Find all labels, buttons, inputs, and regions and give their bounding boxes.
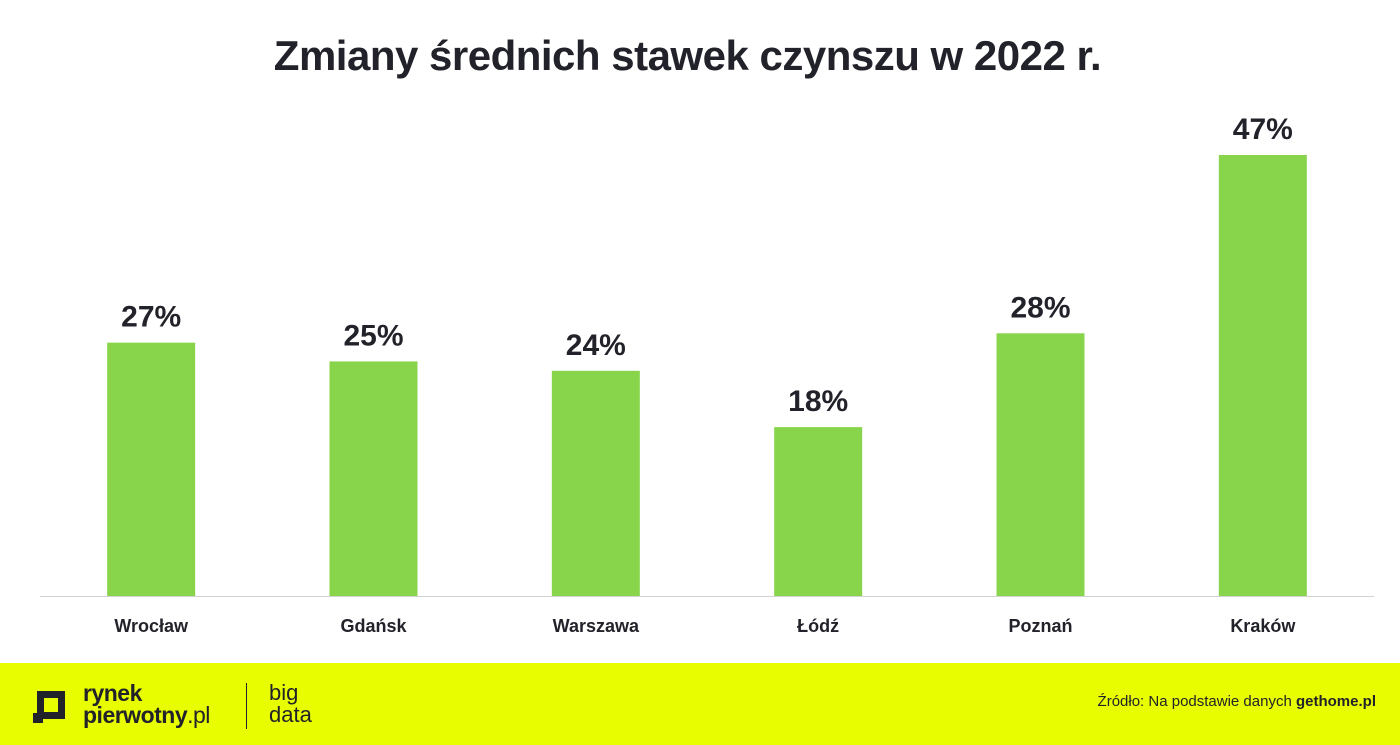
x-tick-label: Gdańsk (340, 616, 407, 636)
bar (107, 342, 196, 596)
logo-line1: rynek (83, 680, 142, 706)
data-label: 47% (1233, 113, 1293, 146)
data-label: 27% (121, 301, 181, 334)
x-tick-label: Wrocław (114, 616, 189, 636)
bar-chart: 27% Wrocław 25% Gdańsk 24% Warszawa 18% Łódź 28%… (40, 113, 1374, 636)
source-brand[interactable]: gethome.pl (1295, 693, 1376, 710)
rynek-pierwotny-logo[interactable]: rynek pierwotny.pl big data (33, 680, 333, 729)
bar (329, 361, 418, 596)
bar (551, 370, 640, 596)
data-label: 25% (343, 319, 403, 352)
data-label: 18% (788, 385, 848, 418)
x-tick-label: Kraków (1230, 616, 1296, 636)
bar (1218, 155, 1307, 596)
x-tick-label: Warszawa (553, 616, 640, 636)
logo-bigdata: big data (269, 682, 312, 726)
bar (774, 427, 863, 596)
logo-line2-suffix: .pl (187, 702, 210, 728)
data-label: 24% (566, 329, 626, 362)
footer-bar: rynek pierwotny.pl big data Źródło: Na p… (0, 663, 1400, 745)
logo-sub-line2: data (269, 702, 312, 727)
logo-sub-line1: big (269, 680, 299, 705)
source-prefix: Źródło: Na podstawie danych (1097, 693, 1296, 710)
logo-line2-main: pierwotny (83, 702, 188, 728)
logo-divider (246, 683, 247, 729)
source-note: Źródło: Na podstawie danych gethome.pl (1098, 693, 1376, 710)
data-label: 28% (1010, 291, 1070, 324)
logo-line2: pierwotny.pl (83, 702, 210, 728)
x-tick-label: Poznań (1008, 616, 1072, 636)
bar (996, 333, 1085, 596)
x-tick-label: Łódź (797, 616, 839, 636)
logo-wordmark: rynek pierwotny.pl (83, 680, 210, 728)
chart-title: Zmiany średnich stawek czynszu w 2022 r. (273, 32, 1102, 79)
logo-mark-icon (33, 691, 65, 723)
